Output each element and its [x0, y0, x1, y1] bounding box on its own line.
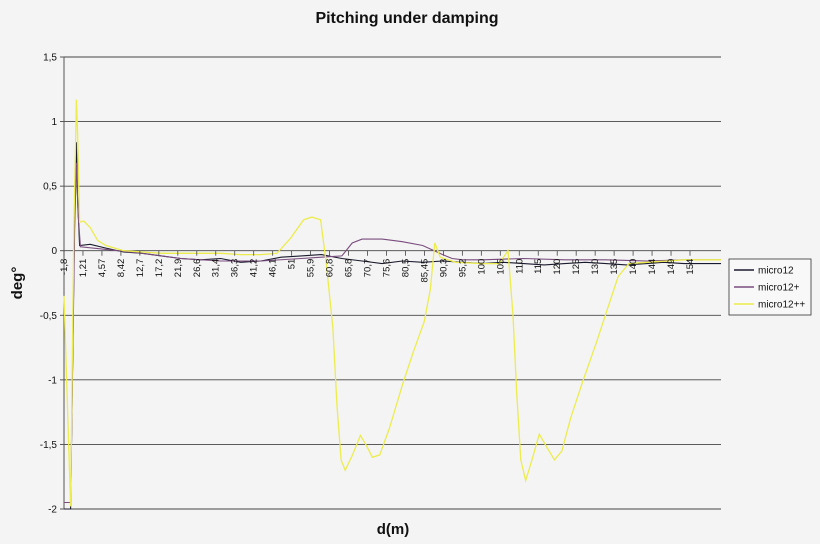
- x-tick-label: 60,8: [325, 259, 336, 278]
- x-tick-label: -1,8: [59, 259, 70, 275]
- y-tick-label: 1: [51, 117, 57, 128]
- x-tick-label: 26,6: [192, 259, 203, 278]
- x-tick-label: 130: [590, 259, 601, 275]
- x-tick-label: 55,9: [306, 259, 317, 278]
- x-tick-label: 105: [495, 259, 506, 275]
- x-tick-label: 51: [287, 259, 298, 270]
- x-tick-label: 12,7: [135, 259, 146, 278]
- series-line-micro12plus: [64, 162, 721, 504]
- x-tick-label: 95,2: [457, 259, 468, 278]
- x-tick-label: 154: [685, 259, 696, 275]
- y-tick-label: -1,5: [40, 440, 58, 451]
- x-tick-label: 100: [476, 259, 487, 275]
- chart-title: Pitching under damping: [315, 10, 498, 27]
- x-tick-label: 8,42: [116, 259, 127, 278]
- x-tick-label: 46,1: [268, 259, 279, 278]
- x-tick-label: 135: [609, 259, 620, 275]
- series-line-micro12plusplus: [63, 99, 721, 507]
- legend-label: micro12++: [758, 300, 805, 311]
- x-tick-label: 149: [666, 259, 677, 275]
- x-tick-label: 21,9: [173, 259, 184, 278]
- legend-label: micro12+: [758, 283, 800, 294]
- x-tick-label: 31,4: [211, 259, 222, 278]
- x-tick-label: 110: [514, 259, 525, 274]
- y-tick-label: 0: [51, 246, 57, 257]
- x-tick-label: 115: [533, 259, 544, 274]
- grid-lines: [64, 56, 721, 510]
- x-tick-label: 120: [552, 259, 563, 275]
- x-tick-label: 125: [571, 259, 582, 275]
- legend: micro12 micro12+ micro12++: [728, 258, 812, 316]
- x-tick-label: 85,45: [419, 259, 430, 283]
- y-tick-labels: 1,5 1 0,5 0 -0,5 -1 -1,5 -2: [40, 53, 64, 516]
- x-tick-label: 140: [628, 259, 639, 275]
- x-tick-label: 36,3: [230, 259, 241, 278]
- x-tick-label: 41,2: [249, 259, 260, 278]
- x-tick-label: 144: [647, 259, 658, 275]
- y-tick-label: -1: [48, 375, 57, 386]
- x-axis-title: d(m): [377, 521, 410, 538]
- x-tick-label: 17,2: [154, 259, 165, 278]
- x-tick-label: 65,8: [344, 259, 355, 278]
- x-tick-label: 90,3: [438, 259, 449, 278]
- x-tick-labels: -1,8 1,21 4,57 8,42 12,7 17,2 21,9 26,6 31,4 36,3…: [59, 250, 696, 283]
- x-tick-label: 4,57: [97, 259, 108, 278]
- legend-label: micro12: [758, 266, 794, 277]
- y-tick-label: -0,5: [40, 311, 58, 322]
- y-axis-title: deg°: [9, 267, 26, 300]
- y-tick-label: 0,5: [43, 182, 57, 193]
- x-tick-label: 75,6: [381, 259, 392, 278]
- x-tick-label: 80,5: [400, 259, 411, 278]
- x-tick-label: 1,21: [78, 259, 89, 278]
- x-tick-label: 70,7: [363, 259, 374, 278]
- series-lines: [63, 99, 721, 510]
- y-tick-label: 1,5: [43, 53, 57, 64]
- y-tick-label: -2: [48, 505, 57, 516]
